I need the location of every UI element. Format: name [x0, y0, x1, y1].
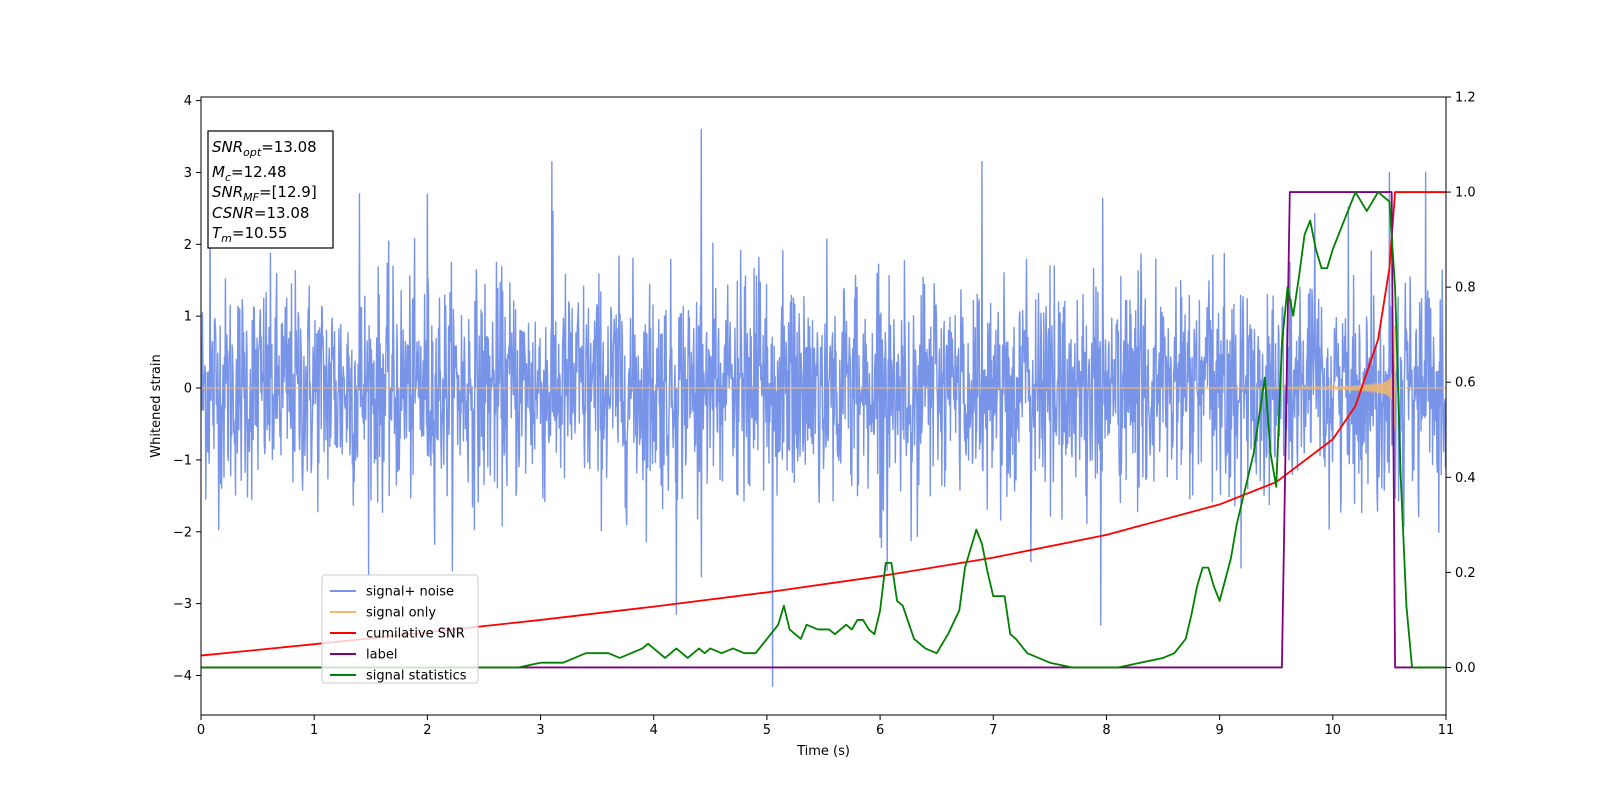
x-tick-label: 3 — [536, 723, 544, 738]
x-tick-label: 9 — [1215, 723, 1223, 738]
x-tick-label: 4 — [650, 723, 658, 738]
x-axis-label: Time (s) — [796, 744, 850, 759]
annotation-snr-opt: SNRopt=13.08 — [212, 138, 317, 159]
y-left-tick-label: 1 — [184, 310, 192, 325]
y-left-tick-label: −3 — [173, 597, 192, 612]
x-tick-label: 7 — [989, 723, 997, 738]
legend: signal+ noise signal only cumilative SNR la… — [321, 574, 479, 684]
legend-label: signal only — [366, 606, 436, 621]
x-tick-label: 10 — [1325, 723, 1342, 738]
annotation-mc: Mc=12.48 — [212, 163, 287, 184]
y-left-tick-label: 0 — [184, 382, 192, 397]
y-right-tick-label: 0.2 — [1455, 566, 1476, 581]
y-left-tick-label: −2 — [173, 525, 192, 540]
series-cumilative-snr — [201, 191, 1446, 657]
x-tick-label: 6 — [876, 723, 884, 738]
annotation-box: SNRopt=13.08 Mc=12.48 SNRMF=[12.9] CSNR=… — [207, 130, 334, 249]
legend-frame — [321, 574, 479, 684]
x-tick-label: 5 — [763, 723, 771, 738]
annotation-frame — [207, 130, 334, 249]
y-right-tick-label: 1.2 — [1455, 91, 1476, 106]
y-left-tick-label: 3 — [184, 166, 192, 181]
y-left-tick-label: 4 — [184, 94, 192, 109]
x-tick-label: 8 — [1102, 723, 1110, 738]
legend-label: label — [366, 648, 397, 663]
x-tick-label: 0 — [197, 723, 205, 738]
y-right-tick-label: 0.0 — [1455, 661, 1476, 676]
legend-label: signal statistics — [366, 669, 467, 684]
x-tick-label: 2 — [423, 723, 431, 738]
x-tick-label: 1 — [310, 723, 318, 738]
y-right-tick-label: 0.8 — [1455, 281, 1476, 296]
annotation-csnr: CSNR=13.08 — [212, 204, 309, 222]
y-right-tick-label: 1.0 — [1455, 186, 1476, 201]
y-right-tick-label: 0.6 — [1455, 376, 1476, 391]
legend-label: signal+ noise — [366, 585, 454, 600]
legend-label: cumilative SNR — [366, 627, 465, 642]
ticks-layer: 0 1 2 3 4 5 6 7 8 9 10 11 −4 −3 −2 −1 0 1 2 3 4 0.0 0.2 0.4 0.6 0… — [173, 91, 1476, 739]
series-signal-only — [201, 325, 1446, 429]
y-axis-label: Whitened strain — [149, 354, 164, 457]
plot-frame — [200, 96, 1447, 716]
annotation-tm: Tm=10.55 — [212, 224, 287, 245]
y-left-tick-label: −4 — [173, 669, 192, 684]
y-left-tick-label: −1 — [173, 453, 192, 468]
annotation-snr-mf: SNRMF=[12.9] — [212, 183, 317, 204]
x-tick-label: 11 — [1438, 723, 1455, 738]
y-right-tick-label: 0.4 — [1455, 471, 1476, 486]
series-signal-statistics — [201, 191, 1446, 669]
y-left-tick-label: 2 — [184, 238, 192, 253]
series-layer — [201, 128, 1446, 687]
